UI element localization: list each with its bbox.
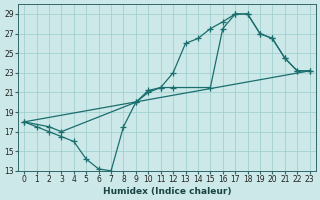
X-axis label: Humidex (Indice chaleur): Humidex (Indice chaleur) [103,187,231,196]
